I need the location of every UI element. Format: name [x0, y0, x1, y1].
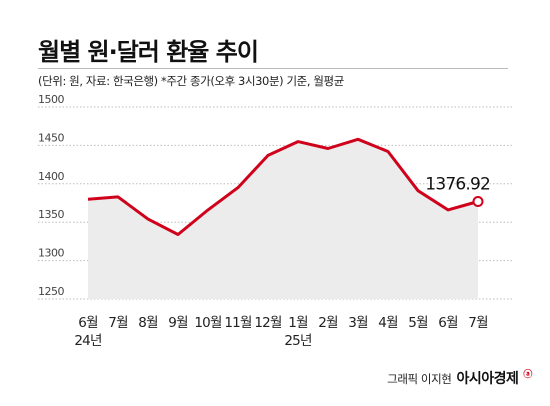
credit: 그래픽 이지현 아시아경제 ⓐ [387, 368, 532, 388]
x-year-label: 24년 [74, 333, 102, 349]
x-axis-ticks: 6월 24년 7월 8월 9월 10월 11월 12월 1월 25년 2월 3월 4월 5월 6월 7월 [74, 315, 488, 349]
y-axis-ticks: 1250 1300 1350 1400 1450 1500 [38, 93, 65, 298]
last-point-marker [472, 196, 484, 208]
title-divider [38, 68, 508, 69]
y-tick-label: 1500 [38, 93, 64, 106]
credit-text: 그래픽 이지현 [387, 372, 452, 386]
series-markers: 1376.92 [425, 175, 491, 208]
x-tick-label: 8월 [138, 315, 158, 331]
chart-title: 월별 원·달러 환율 추이 [38, 38, 259, 66]
area-fill [88, 139, 478, 299]
publisher-mark: ⓐ [523, 370, 532, 380]
x-tick-label: 11월 [224, 315, 252, 331]
x-tick-label: 4월 [378, 315, 398, 331]
y-tick-label: 1400 [38, 170, 64, 183]
x-tick-label: 7월 [468, 315, 488, 331]
x-tick-label: 6월 [438, 315, 458, 331]
x-year-label: 25년 [284, 333, 312, 349]
x-tick-label: 9월 [168, 315, 188, 331]
x-tick-label: 1월 [288, 315, 308, 331]
series-line [87, 137, 479, 236]
y-tick-label: 1450 [38, 131, 64, 144]
y-tick-label: 1250 [38, 285, 64, 298]
x-tick-label: 3월 [348, 315, 368, 331]
y-tick-label: 1350 [38, 208, 64, 221]
y-tick-label: 1300 [38, 247, 64, 260]
x-tick-label: 12월 [254, 315, 282, 331]
chart-subtitle: (단위: 원, 자료: 한국은행) *주간 종가(오후 3시30분) 기준, 월… [38, 74, 344, 88]
x-tick-label: 5월 [408, 315, 428, 331]
x-tick-label: 2월 [318, 315, 338, 331]
last-value-label: 1376.92 [425, 175, 490, 195]
x-tick-label: 10월 [194, 315, 222, 331]
publisher-logo: 아시아경제 [456, 371, 519, 387]
x-tick-label: 7월 [108, 315, 128, 331]
x-tick-label: 6월 [78, 315, 98, 331]
